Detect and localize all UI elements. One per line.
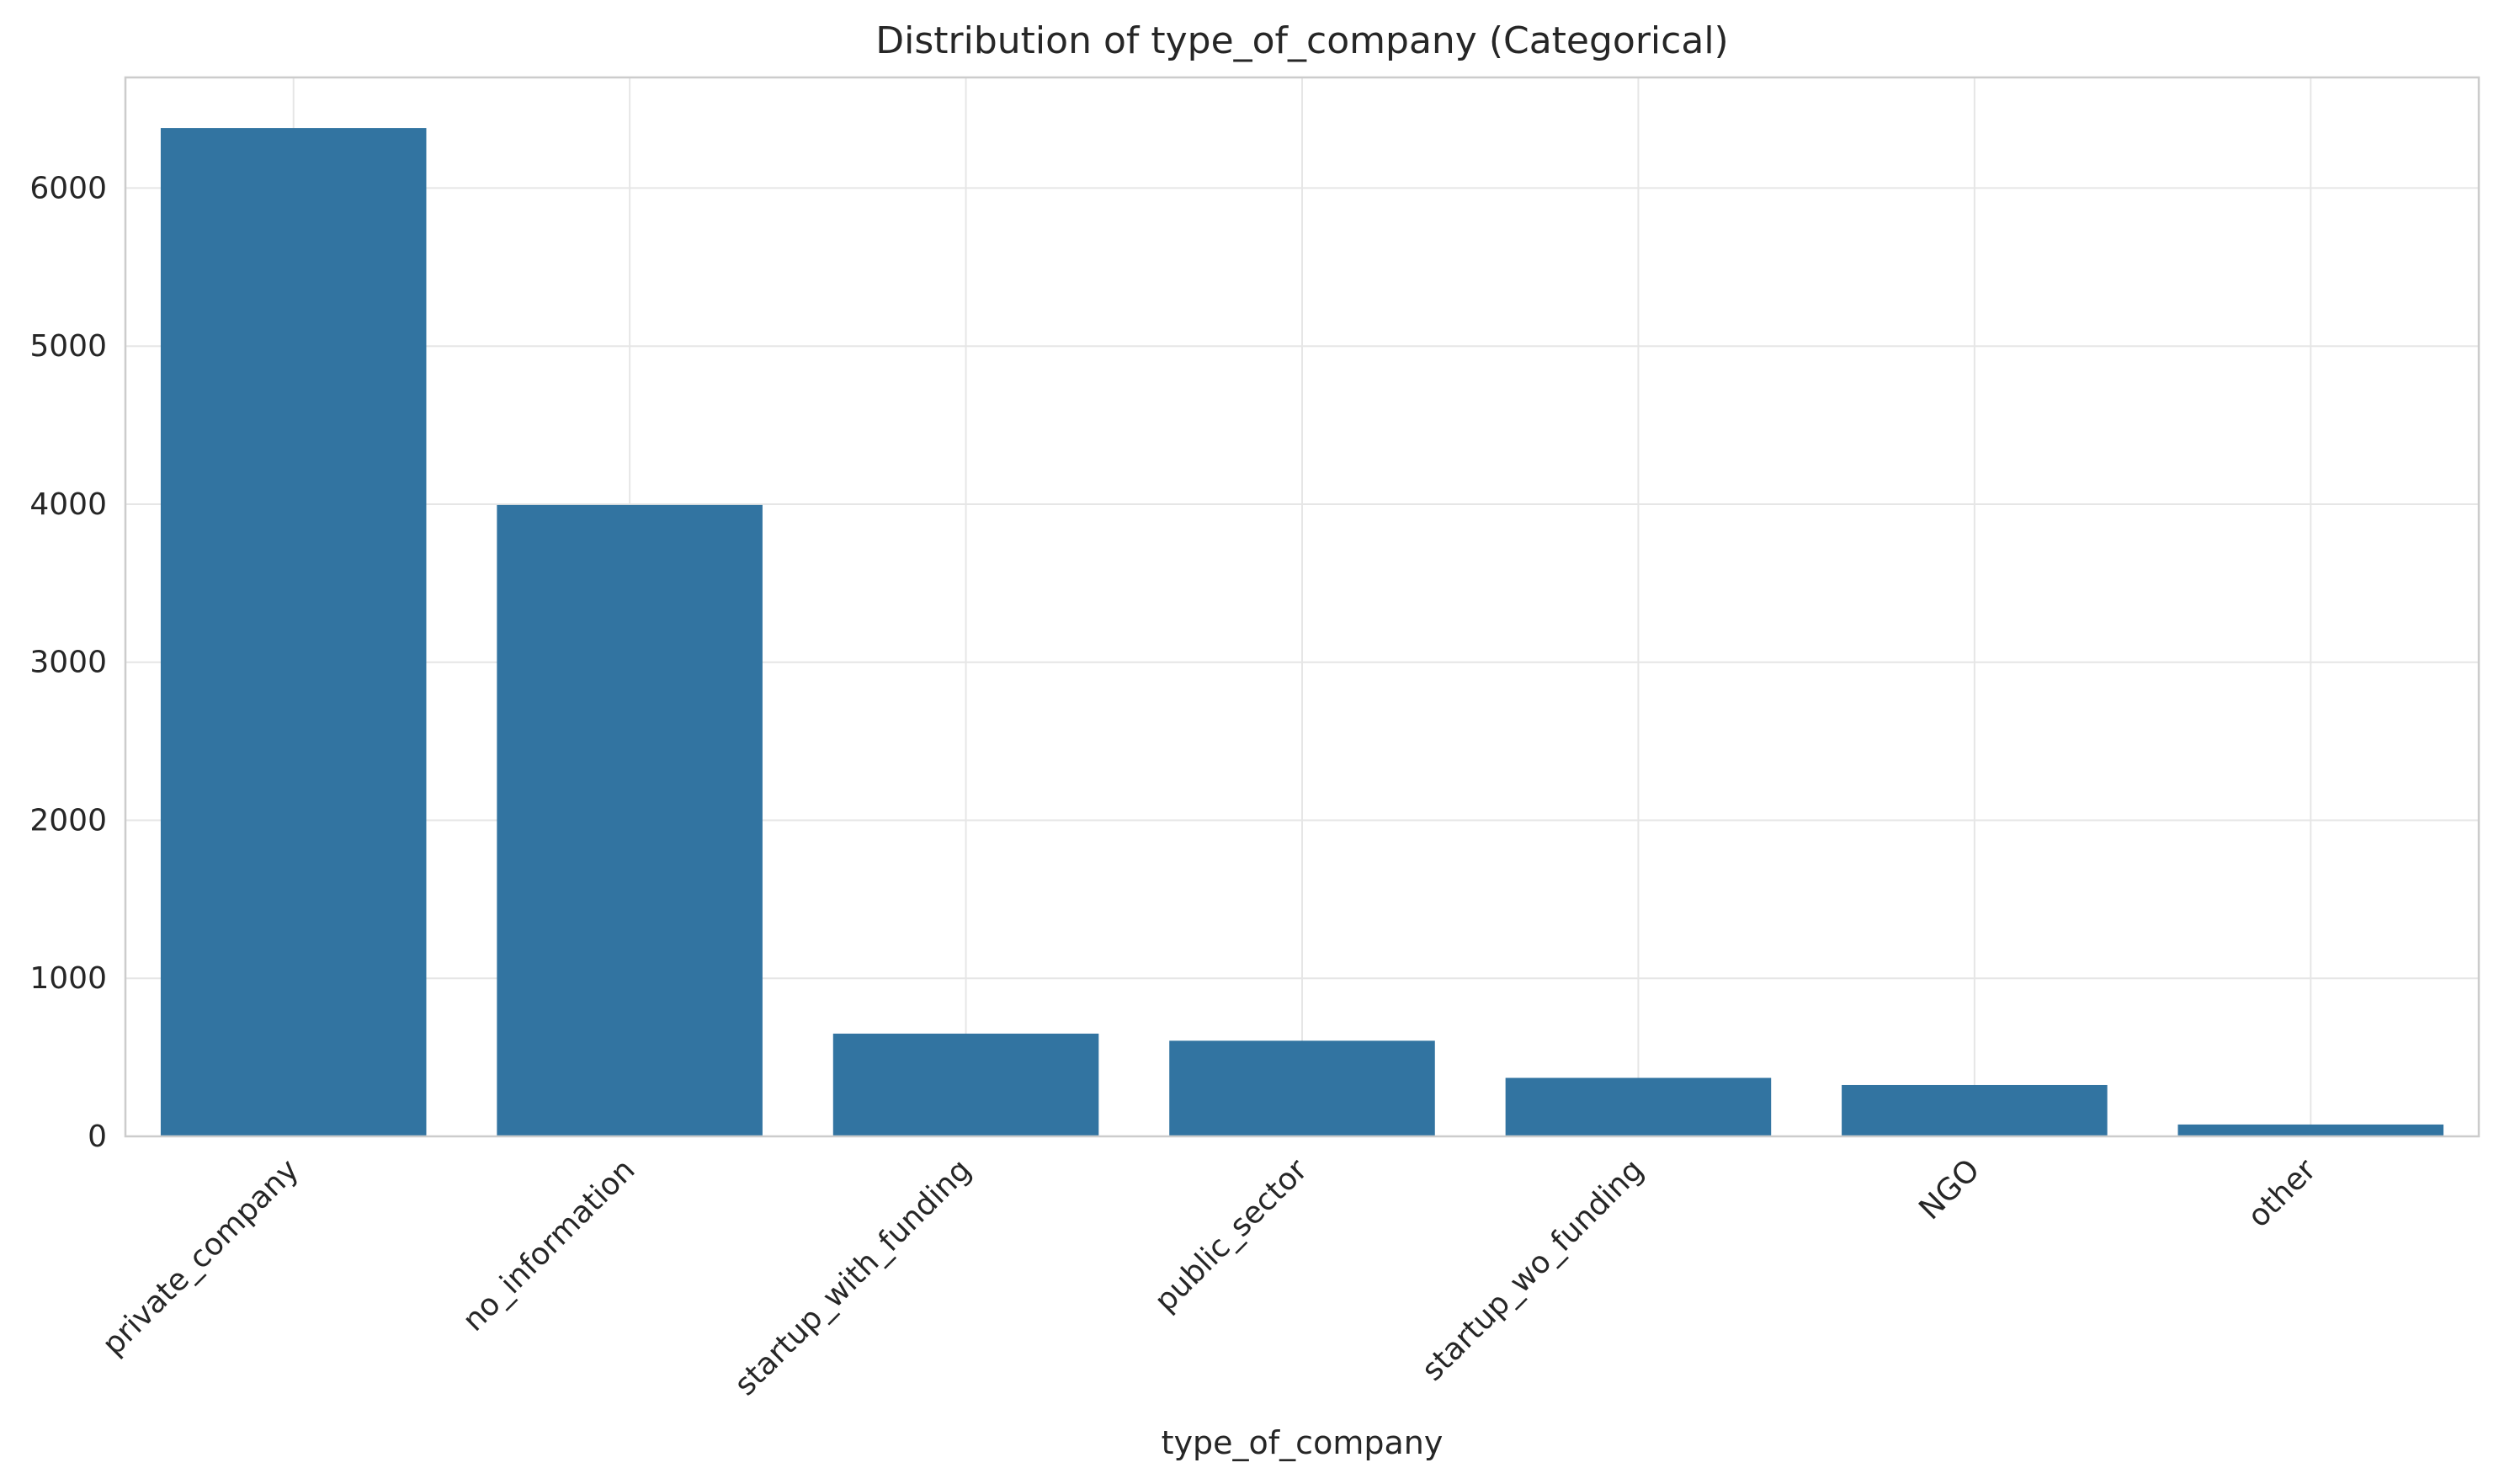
bars <box>160 128 2444 1136</box>
x-tick-label: startup_with_funding <box>728 1152 978 1402</box>
y-axis-ticks: 0 1000 2000 3000 4000 5000 6000 <box>29 171 107 1154</box>
bar-ngo <box>1842 1084 2108 1136</box>
bar-startup-with-funding <box>832 1033 1099 1136</box>
x-tick-label: other <box>2241 1152 2323 1234</box>
y-tick-label: 2000 <box>29 803 107 838</box>
grid-lines <box>125 77 2479 1137</box>
y-tick-label: 6000 <box>29 171 107 205</box>
bar-no-information <box>497 504 763 1136</box>
x-tick-label: private_company <box>96 1152 306 1362</box>
y-tick-label: 5000 <box>29 329 107 364</box>
chart-title: Distribution of type_of_company (Categor… <box>875 19 1728 62</box>
bar-private-company <box>160 128 427 1136</box>
x-axis-label: type_of_company <box>1162 1424 1444 1461</box>
y-tick-label: 0 <box>88 1120 107 1154</box>
y-tick-label: 1000 <box>29 961 107 996</box>
x-axis-ticks: private_company no_information startup_wit… <box>96 1152 2323 1402</box>
bar-public-sector <box>1169 1040 1435 1136</box>
x-tick-label: no_information <box>456 1152 641 1338</box>
y-tick-label: 4000 <box>29 487 107 522</box>
bar-startup-wo-funding <box>1505 1077 1772 1136</box>
bar-other <box>2177 1124 2444 1136</box>
y-tick-label: 3000 <box>29 646 107 680</box>
plot-frame <box>124 76 2480 1138</box>
x-tick-label: public_sector <box>1148 1152 1314 1318</box>
x-tick-label: NGO <box>1912 1152 1986 1226</box>
x-tick-label: startup_wo_funding <box>1416 1152 1651 1387</box>
